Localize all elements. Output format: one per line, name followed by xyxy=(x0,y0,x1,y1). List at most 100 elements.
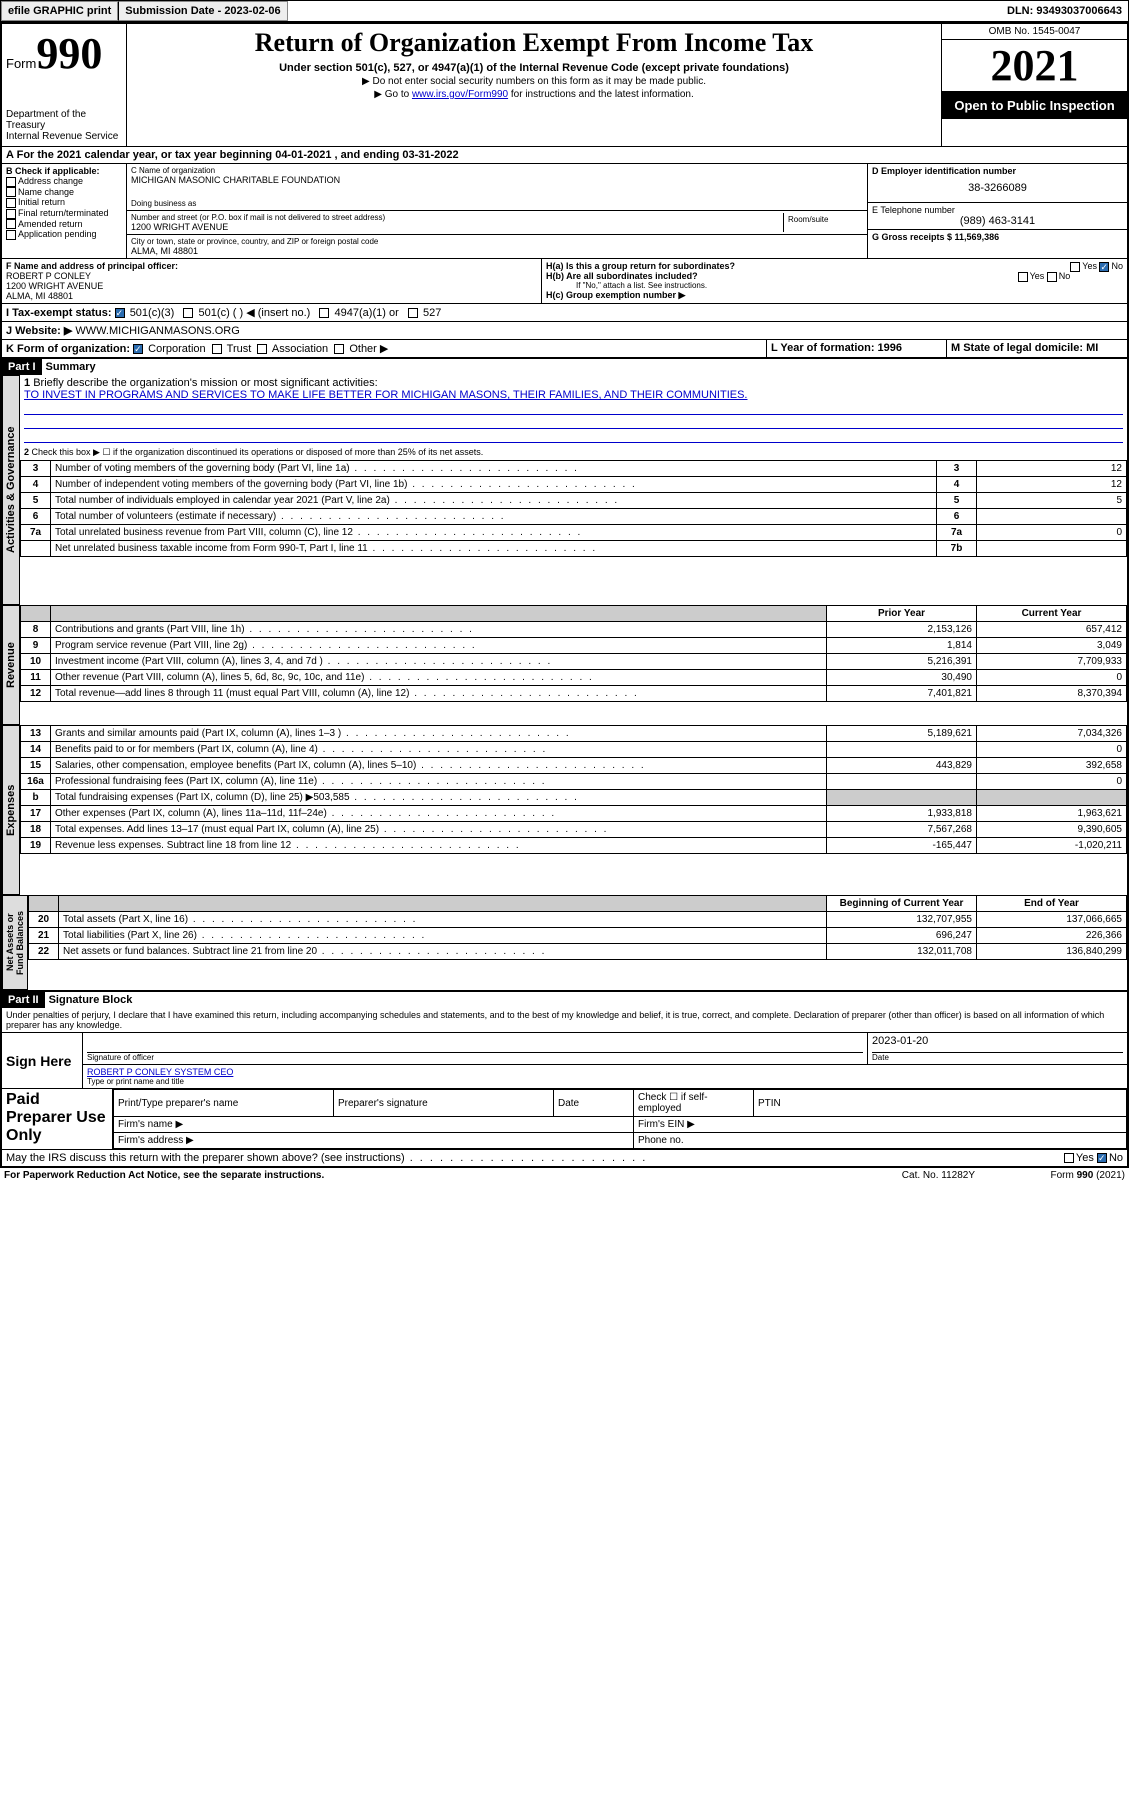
footer-mid: Cat. No. 11282Y xyxy=(902,1170,975,1181)
d-label: D Employer identification number xyxy=(872,166,1123,176)
city-label: City or town, state or province, country… xyxy=(131,237,863,246)
org-name: MICHIGAN MASONIC CHARITABLE FOUNDATION xyxy=(131,175,863,185)
dln: DLN: 93493037006643 xyxy=(1001,2,1128,20)
chk-namechange[interactable]: Name change xyxy=(6,187,122,198)
sign-here: Sign Here xyxy=(2,1033,82,1088)
firm-phone: Phone no. xyxy=(634,1133,1127,1149)
chk-address[interactable]: Address change xyxy=(6,176,122,187)
i-label: I Tax-exempt status: xyxy=(6,307,112,319)
sig-date-value: 2023-01-20 xyxy=(872,1035,1123,1053)
prep-sig: Preparer's signature xyxy=(334,1090,554,1117)
q1: Briefly describe the organization's miss… xyxy=(33,377,377,389)
hb-line: H(b) Are all subordinates included? Yes … xyxy=(546,271,1123,281)
website[interactable]: WWW.MICHIGANMASONS.ORG xyxy=(75,325,239,337)
room-label: Room/suite xyxy=(783,213,863,232)
form-word: Form xyxy=(6,56,36,71)
501c-label: 501(c) ( ) ◀ (insert no.) xyxy=(199,307,311,319)
k-label: K Form of organization: xyxy=(6,343,130,355)
form-header: Form990 Department of the Treasury Inter… xyxy=(2,24,1127,146)
chk-501c3[interactable] xyxy=(115,308,125,318)
k-other: Other ▶ xyxy=(349,343,388,355)
dba-label: Doing business as xyxy=(131,199,863,208)
street: 1200 WRIGHT AVENUE xyxy=(131,222,783,232)
chk-pending[interactable]: Application pending xyxy=(6,229,122,240)
part1-header: Part I xyxy=(2,359,42,375)
ein: 38-3266089 xyxy=(872,182,1123,194)
mission-text: TO INVEST IN PROGRAMS AND SERVICES TO MA… xyxy=(24,389,747,401)
submission-date: Submission Date - 2023-02-06 xyxy=(118,1,287,21)
part2-header: Part II xyxy=(2,992,45,1008)
period-text: For the 2021 calendar year, or tax year … xyxy=(17,149,459,161)
hb-note: If "No," attach a list. See instructions… xyxy=(546,281,1123,290)
m-label: M State of legal domicile: MI xyxy=(947,340,1127,357)
form-number: 990 xyxy=(36,29,102,78)
paid-preparer: Paid Preparer Use Only xyxy=(2,1089,112,1149)
period-line: A For the 2021 calendar year, or tax yea… xyxy=(2,147,1127,163)
note2-pre: ▶ Go to xyxy=(374,89,412,100)
b-label: B Check if applicable: xyxy=(6,166,122,176)
q2: 2 Check this box ▶ ☐ if the organization… xyxy=(20,445,1127,460)
e-label: E Telephone number xyxy=(872,205,1123,215)
prep-date: Date xyxy=(554,1090,634,1117)
irs-link[interactable]: www.irs.gov/Form990 xyxy=(412,89,508,100)
form-subtitle: Under section 501(c), 527, or 4947(a)(1)… xyxy=(131,62,937,74)
form-container: Form990 Department of the Treasury Inter… xyxy=(0,22,1129,1168)
4947-label: 4947(a)(1) or xyxy=(335,307,399,319)
k-assoc: Association xyxy=(272,343,328,355)
note2-post: for instructions and the latest informat… xyxy=(508,89,694,100)
f-label: F Name and address of principal officer: xyxy=(6,261,537,271)
dept-label: Department of the Treasury xyxy=(6,109,122,131)
j-label: J Website: ▶ xyxy=(6,325,72,337)
addr-label: Number and street (or P.O. box if mail i… xyxy=(131,213,783,222)
gov-table: 3Number of voting members of the governi… xyxy=(20,460,1127,557)
527-label: 527 xyxy=(423,307,441,319)
tab-expenses: Expenses xyxy=(2,725,20,895)
city: ALMA, MI 48801 xyxy=(131,246,863,256)
rev-table: Prior YearCurrent Year 8Contributions an… xyxy=(20,605,1127,702)
k-trust: Trust xyxy=(227,343,252,355)
501c3-label: 501(c)(3) xyxy=(130,307,175,319)
part2-title: Signature Block xyxy=(45,992,137,1008)
omb-number: OMB No. 1545-0047 xyxy=(942,24,1127,40)
firm-addr: Firm's address ▶ xyxy=(114,1133,634,1149)
chk-amended[interactable]: Amended return xyxy=(6,219,122,230)
col-end: End of Year xyxy=(977,896,1127,912)
part1-title: Summary xyxy=(42,359,100,375)
c-label: C Name of organization xyxy=(131,166,863,175)
firm-name: Firm's name ▶ xyxy=(114,1117,634,1133)
net-table: Beginning of Current YearEnd of Year 20T… xyxy=(28,895,1127,960)
l-label: L Year of formation: 1996 xyxy=(767,340,947,357)
form-title: Return of Organization Exempt From Incom… xyxy=(131,28,937,58)
may-irs: May the IRS discuss this return with the… xyxy=(2,1150,1127,1166)
phone: (989) 463-3141 xyxy=(872,215,1123,227)
col-current: Current Year xyxy=(977,606,1127,622)
prep-name: Print/Type preparer's name xyxy=(114,1090,334,1117)
note-link: ▶ Go to www.irs.gov/Form990 for instruct… xyxy=(131,89,937,100)
officer-name: ROBERT P CONLEY xyxy=(6,271,537,281)
sig-officer-label: Signature of officer xyxy=(87,1053,863,1062)
tab-revenue: Revenue xyxy=(2,605,20,725)
prep-check: Check ☐ if self-employed xyxy=(634,1090,754,1117)
col-prior: Prior Year xyxy=(827,606,977,622)
k-corp: Corporation xyxy=(148,343,205,355)
footer-right: Form 990 (2021) xyxy=(975,1170,1125,1181)
efile-button[interactable]: efile GRAPHIC print xyxy=(1,1,118,21)
chk-final[interactable]: Final return/terminated xyxy=(6,208,122,219)
hc-line: H(c) Group exemption number ▶ xyxy=(546,290,1123,301)
declaration: Under penalties of perjury, I declare th… xyxy=(2,1008,1127,1032)
open-public: Open to Public Inspection xyxy=(942,92,1127,119)
tax-year: 2021 xyxy=(942,40,1127,92)
ptin: PTIN xyxy=(754,1090,1127,1117)
ha-line: H(a) Is this a group return for subordin… xyxy=(546,261,1123,271)
note-ssn: ▶ Do not enter social security numbers o… xyxy=(131,76,937,87)
chk-initial[interactable]: Initial return xyxy=(6,197,122,208)
irs-label: Internal Revenue Service xyxy=(6,131,122,142)
top-bar: efile GRAPHIC print Submission Date - 20… xyxy=(0,0,1129,22)
tab-netassets: Net Assets or Fund Balances xyxy=(2,895,28,990)
type-name-label: Type or print name and title xyxy=(87,1077,1123,1086)
g-label: G Gross receipts $ 11,569,386 xyxy=(868,230,1127,244)
firm-ein: Firm's EIN ▶ xyxy=(634,1117,1127,1133)
officer-street: 1200 WRIGHT AVENUE xyxy=(6,281,537,291)
officer-name-title: ROBERT P CONLEY SYSTEM CEO xyxy=(87,1067,1123,1077)
officer-city: ALMA, MI 48801 xyxy=(6,291,537,301)
